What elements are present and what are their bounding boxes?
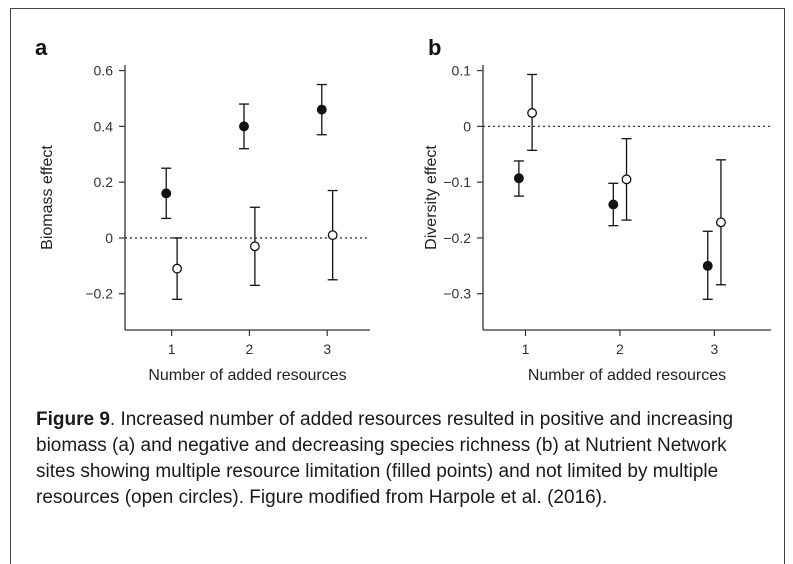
data-point-filled xyxy=(239,121,249,132)
x-tick-label: 3 xyxy=(710,341,718,357)
figure-caption: Figure 9. Increased number of added reso… xyxy=(36,407,756,511)
figure-frame xyxy=(10,8,785,564)
y-axis-label: Biomass effect xyxy=(39,145,56,250)
y-axis-label: Diversity effect xyxy=(423,145,440,250)
y-tick-label: −0.3 xyxy=(443,286,471,302)
x-axis-label: Number of added resources xyxy=(148,367,346,384)
x-tick-label: 1 xyxy=(522,341,530,357)
data-point-filled xyxy=(161,188,172,199)
y-tick-label: 0.2 xyxy=(94,174,114,190)
data-point-filled xyxy=(702,260,713,271)
data-point-filled xyxy=(513,173,524,184)
data-point-open xyxy=(172,263,183,274)
chart-panel-a: a −0.2 0 0.2 0.4 0.6 1 2 3 Number of added resour… xyxy=(35,35,370,384)
y-tick-label: 0.6 xyxy=(94,63,114,79)
figure-canvas: a −0.2 0 0.2 0.4 0.6 1 2 3 Number of added resour… xyxy=(35,35,771,384)
data-point-filled xyxy=(608,199,619,210)
x-tick-label: 2 xyxy=(246,341,254,357)
chart-panel-b: b −0.3 −0.2 −0.1 0 0.1 1 2 3 Number of added reso… xyxy=(423,35,771,384)
y-tick-label: −0.2 xyxy=(85,286,113,302)
y-tick-label: 0.1 xyxy=(452,63,472,79)
x-tick-label: 1 xyxy=(168,341,176,357)
y-tick-label: −0.2 xyxy=(443,230,471,246)
data-point-open xyxy=(716,217,726,228)
data-point-open xyxy=(621,174,632,185)
data-point-filled xyxy=(316,104,327,115)
caption-text: . Increased number of added resources re… xyxy=(36,409,734,508)
x-axis-label: Number of added resources xyxy=(528,367,726,384)
y-tick-label: 0 xyxy=(463,118,471,134)
panel-label: a xyxy=(35,35,48,60)
x-tick-label: 2 xyxy=(616,341,624,357)
data-point-open xyxy=(527,108,538,118)
caption-figure-label: Figure 9 xyxy=(36,409,110,430)
y-tick-label: 0 xyxy=(105,230,113,246)
x-tick-label: 3 xyxy=(323,341,331,357)
data-point-open xyxy=(327,230,338,241)
data-point-open xyxy=(249,241,260,252)
panel-label: b xyxy=(428,35,441,60)
y-tick-label: 0.4 xyxy=(94,118,114,134)
y-tick-label: −0.1 xyxy=(443,174,471,190)
